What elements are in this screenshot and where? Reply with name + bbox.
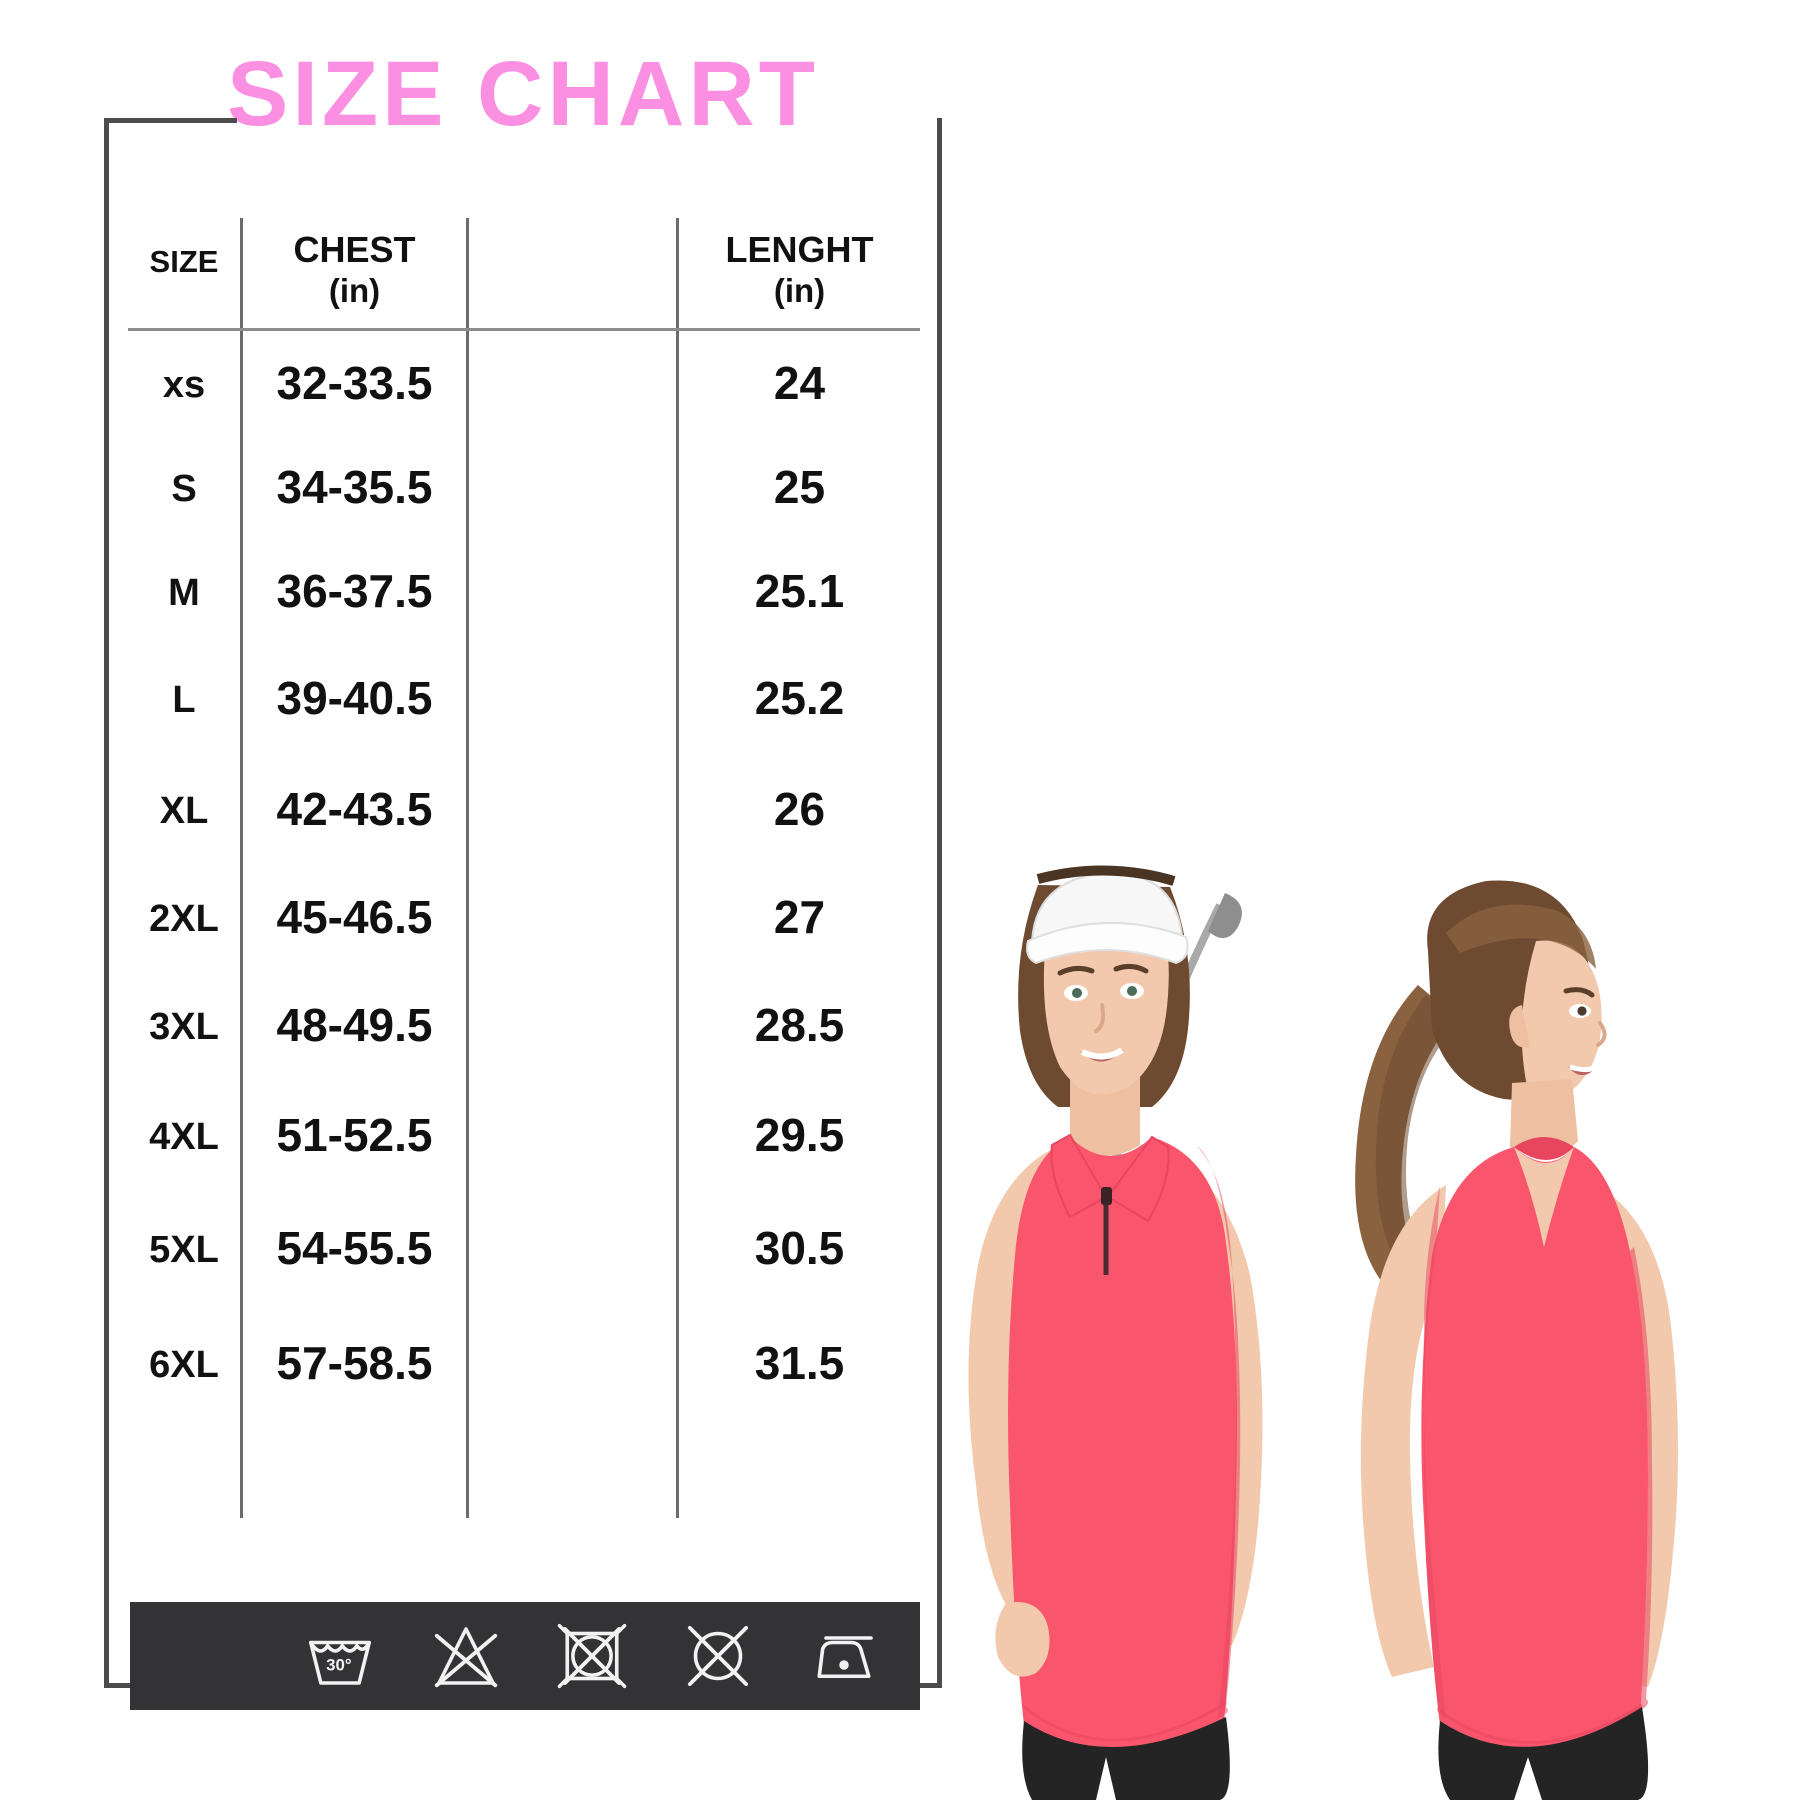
table-row: 57-58.5 bbox=[276, 1337, 433, 1389]
table-row: 45-46.5 bbox=[276, 891, 433, 943]
table-row: S bbox=[171, 468, 197, 510]
table-row: 39-40.5 bbox=[276, 672, 433, 724]
model-back-view bbox=[1300, 855, 1730, 1800]
column-header-length: LENGHT bbox=[725, 229, 874, 270]
column-header-size: SIZE bbox=[149, 244, 219, 279]
do-not-bleach-icon bbox=[430, 1620, 502, 1692]
table-row: XL bbox=[159, 790, 209, 832]
table-row: 51-52.5 bbox=[276, 1109, 433, 1161]
product-model-photos bbox=[900, 0, 1800, 1800]
table-row: 5XL bbox=[149, 1229, 219, 1271]
column-header-chest-unit: (in) bbox=[328, 272, 381, 309]
column-header-length-unit: (in) bbox=[773, 272, 826, 309]
page-title: SIZE CHART bbox=[227, 43, 819, 145]
frame-right-edge bbox=[937, 118, 942, 1688]
wash-30-icon: 30° bbox=[304, 1620, 376, 1692]
table-row: 32-33.5 bbox=[276, 357, 433, 409]
table-column-divider-1 bbox=[240, 218, 243, 1518]
table-row: 26 bbox=[773, 783, 826, 835]
table-row: xs bbox=[162, 364, 206, 406]
table-row: 24 bbox=[773, 357, 826, 409]
frame-top-left-edge bbox=[104, 118, 237, 123]
column-header-chest: CHEST bbox=[293, 229, 416, 270]
table-row: 25 bbox=[773, 461, 826, 513]
iron-low-icon bbox=[808, 1620, 880, 1692]
table-row: 29.5 bbox=[754, 1109, 845, 1161]
table-row: 25.2 bbox=[754, 672, 845, 724]
table-row: 36-37.5 bbox=[276, 565, 433, 617]
table-row: 25.1 bbox=[754, 565, 845, 617]
table-row: 6XL bbox=[149, 1344, 219, 1386]
table-row: 2XL bbox=[149, 898, 219, 940]
model-front-view bbox=[920, 845, 1340, 1800]
table-column-divider-3 bbox=[676, 218, 679, 1518]
frame-left-edge bbox=[104, 118, 109, 1688]
do-not-tumble-dry-icon bbox=[556, 1620, 628, 1692]
table-row: 28.5 bbox=[754, 999, 845, 1051]
table-row: 31.5 bbox=[754, 1337, 845, 1389]
table-row: 54-55.5 bbox=[276, 1222, 433, 1274]
table-row: 34-35.5 bbox=[276, 461, 433, 513]
care-instructions-bar: 30° bbox=[130, 1602, 920, 1710]
table-row: 48-49.5 bbox=[276, 999, 433, 1051]
table-row: 4XL bbox=[149, 1116, 219, 1158]
do-not-dry-clean-icon bbox=[682, 1620, 754, 1692]
table-row: 3XL bbox=[149, 1006, 219, 1048]
table-row: 42-43.5 bbox=[276, 783, 433, 835]
table-header-rule bbox=[128, 328, 920, 331]
table-column-divider-2 bbox=[466, 218, 469, 1518]
size-table: SIZE CHEST (in) LENGHT (in) xs 32-33.5 2… bbox=[128, 218, 920, 1518]
table-row: L bbox=[172, 679, 196, 721]
svg-text:30°: 30° bbox=[326, 1656, 352, 1675]
table-row: 27 bbox=[773, 891, 826, 943]
table-row: 30.5 bbox=[754, 1222, 845, 1274]
table-row: M bbox=[168, 572, 200, 614]
